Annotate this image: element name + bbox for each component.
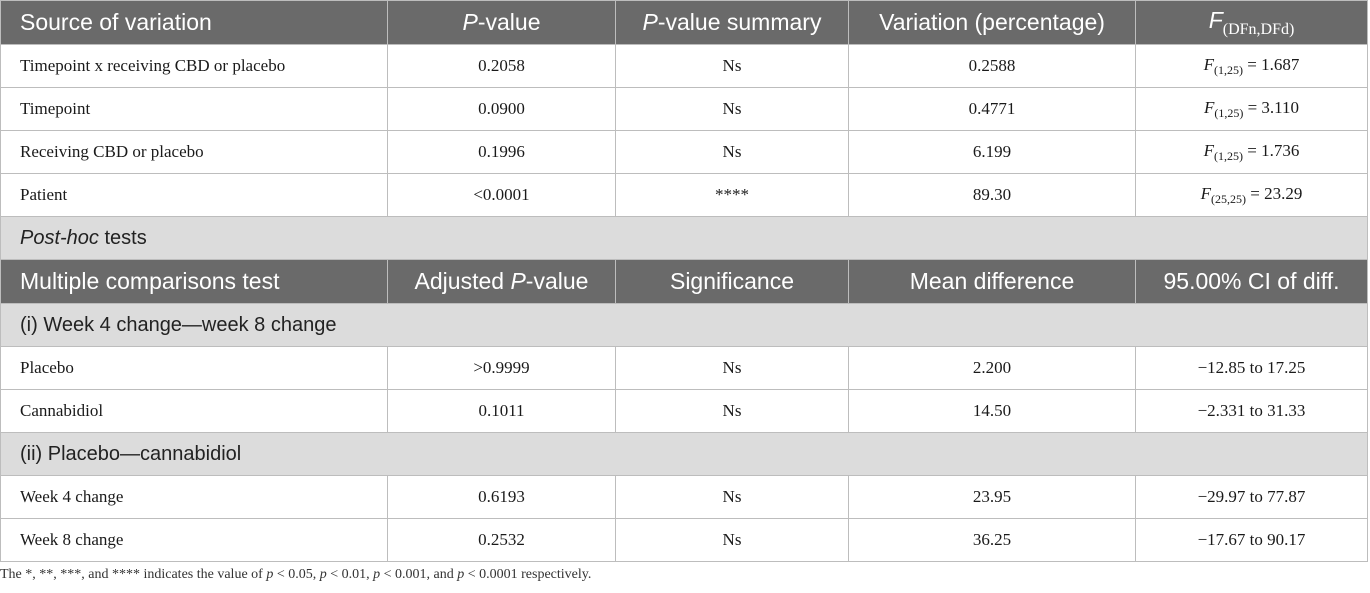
variation-cell: 89.30: [848, 173, 1136, 217]
adjusted-p-cell: 0.6193: [387, 475, 616, 519]
significance-cell: Ns: [615, 518, 849, 562]
mean-difference-cell: 2.200: [848, 346, 1136, 390]
header-significance: Significance: [615, 259, 849, 304]
test-cell: Week 4 change: [0, 475, 388, 519]
test-cell: Cannabidiol: [0, 389, 388, 433]
statistics-table: Source of variation P-value P-value summ…: [0, 0, 1368, 562]
header-p-value-summary: P-value summary: [615, 0, 849, 45]
p-summary-cell: Ns: [615, 44, 849, 88]
header-p-value: P-value: [387, 0, 616, 45]
source-cell: Patient: [0, 173, 388, 217]
p-value-cell: 0.1996: [387, 130, 616, 174]
f-statistic-cell: F(25,25) = 23.29: [1135, 173, 1368, 217]
p-summary-cell: ****: [615, 173, 849, 217]
significance-cell: Ns: [615, 389, 849, 433]
posthoc-header-row: Multiple comparisons test Adjusted P-val…: [0, 259, 1368, 304]
anova-row: Receiving CBD or placebo 0.1996 Ns 6.199…: [0, 130, 1368, 174]
p-summary-cell: Ns: [615, 130, 849, 174]
posthoc-row: Week 8 change 0.2532 Ns 36.25 −17.67 to …: [0, 518, 1368, 562]
ci-cell: −17.67 to 90.17: [1135, 518, 1368, 562]
variation-cell: 6.199: [848, 130, 1136, 174]
p-summary-cell: Ns: [615, 87, 849, 131]
table-footnote: The *, **, ***, and **** indicates the v…: [0, 567, 592, 582]
p-value-cell: 0.0900: [387, 87, 616, 131]
group-label: (ii) Placebo—cannabidiol: [0, 432, 1368, 476]
p-value-cell: 0.2058: [387, 44, 616, 88]
header-variation-percentage: Variation (percentage): [848, 0, 1136, 45]
test-cell: Placebo: [0, 346, 388, 390]
ci-cell: −12.85 to 17.25: [1135, 346, 1368, 390]
significance-cell: Ns: [615, 346, 849, 390]
posthoc-row: Placebo >0.9999 Ns 2.200 −12.85 to 17.25: [0, 346, 1368, 390]
anova-row: Timepoint 0.0900 Ns 0.4771 F(1,25) = 3.1…: [0, 87, 1368, 131]
variation-cell: 0.4771: [848, 87, 1136, 131]
header-multiple-comparisons-test: Multiple comparisons test: [0, 259, 388, 304]
ci-cell: −2.331 to 31.33: [1135, 389, 1368, 433]
group-label-row: (i) Week 4 change—week 8 change: [0, 303, 1368, 347]
header-source-of-variation: Source of variation: [0, 0, 388, 45]
posthoc-row: Week 4 change 0.6193 Ns 23.95 −29.97 to …: [0, 475, 1368, 519]
anova-row: Timepoint x receiving CBD or placebo 0.2…: [0, 44, 1368, 88]
group-label: (i) Week 4 change—week 8 change: [0, 303, 1368, 347]
adjusted-p-cell: 0.1011: [387, 389, 616, 433]
posthoc-section-row: Post-hoc tests: [0, 216, 1368, 260]
f-statistic-cell: F(1,25) = 1.736: [1135, 130, 1368, 174]
header-mean-difference: Mean difference: [848, 259, 1136, 304]
anova-row: Patient <0.0001 **** 89.30 F(25,25) = 23…: [0, 173, 1368, 217]
header-confidence-interval: 95.00% CI of diff.: [1135, 259, 1368, 304]
posthoc-title: Post-hoc tests: [0, 216, 1368, 260]
significance-cell: Ns: [615, 475, 849, 519]
mean-difference-cell: 14.50: [848, 389, 1136, 433]
source-cell: Receiving CBD or placebo: [0, 130, 388, 174]
test-cell: Week 8 change: [0, 518, 388, 562]
source-cell: Timepoint x receiving CBD or placebo: [0, 44, 388, 88]
variation-cell: 0.2588: [848, 44, 1136, 88]
header-adjusted-p-value: Adjusted P-value: [387, 259, 616, 304]
f-statistic-cell: F(1,25) = 1.687: [1135, 44, 1368, 88]
header-f-statistic: F(DFn,DFd): [1135, 0, 1368, 45]
adjusted-p-cell: 0.2532: [387, 518, 616, 562]
posthoc-row: Cannabidiol 0.1011 Ns 14.50 −2.331 to 31…: [0, 389, 1368, 433]
mean-difference-cell: 23.95: [848, 475, 1136, 519]
ci-cell: −29.97 to 77.87: [1135, 475, 1368, 519]
f-statistic-cell: F(1,25) = 3.110: [1135, 87, 1368, 131]
mean-difference-cell: 36.25: [848, 518, 1136, 562]
source-cell: Timepoint: [0, 87, 388, 131]
group-label-row: (ii) Placebo—cannabidiol: [0, 432, 1368, 476]
anova-header-row: Source of variation P-value P-value summ…: [0, 0, 1368, 45]
adjusted-p-cell: >0.9999: [387, 346, 616, 390]
p-value-cell: <0.0001: [387, 173, 616, 217]
